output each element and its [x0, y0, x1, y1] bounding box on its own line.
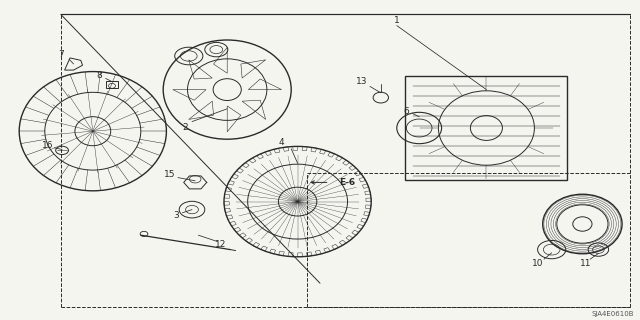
Text: 6: 6 [404, 108, 409, 116]
Text: 15: 15 [164, 170, 175, 179]
Text: E-6: E-6 [339, 178, 355, 187]
Text: 4: 4 [279, 138, 284, 147]
Text: 16: 16 [42, 141, 54, 150]
Text: 10: 10 [532, 260, 543, 268]
Text: 2: 2 [183, 124, 188, 132]
Text: SJA4E0610B: SJA4E0610B [591, 311, 634, 317]
Bar [406, 76, 568, 180]
Text: 7: 7 [58, 50, 63, 59]
Text: 11: 11 [580, 260, 591, 268]
Text: 12: 12 [215, 240, 227, 249]
Text: 1: 1 [394, 16, 399, 25]
Bar [106, 81, 118, 88]
Text: 3: 3 [173, 212, 179, 220]
Text: 8: 8 [97, 71, 102, 80]
Text: 13: 13 [356, 77, 367, 86]
